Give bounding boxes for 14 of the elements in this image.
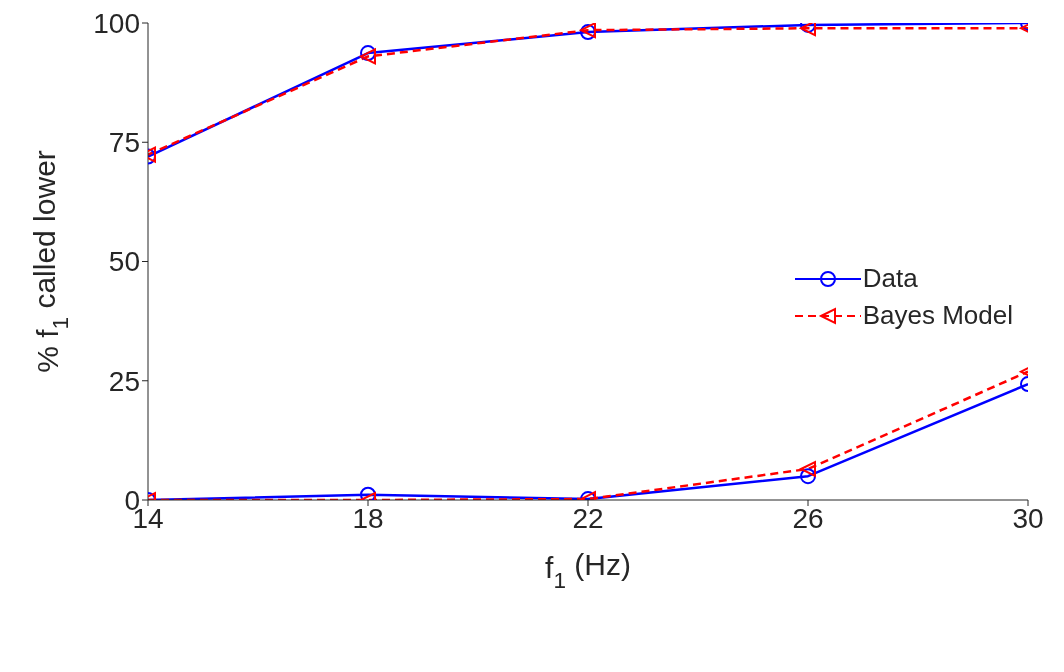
x-tick-label: 18 xyxy=(352,502,384,534)
y-tick-label: 25 xyxy=(108,365,140,397)
x-axis-title: f$_{1}$ (Hz) xyxy=(545,547,631,594)
point xyxy=(800,23,816,37)
legend-label: Bayes Model xyxy=(862,300,1013,331)
y-tick-label: 100 xyxy=(93,7,140,39)
y-tick-label: 50 xyxy=(108,246,140,278)
y-tick-label: 75 xyxy=(108,127,140,159)
x-tick-label: 30 xyxy=(1012,502,1044,534)
point xyxy=(800,468,816,485)
legend-label: Data xyxy=(862,263,918,294)
x-tick-label: 22 xyxy=(572,502,604,534)
x-tick-label: 26 xyxy=(792,502,824,534)
point xyxy=(360,486,376,500)
